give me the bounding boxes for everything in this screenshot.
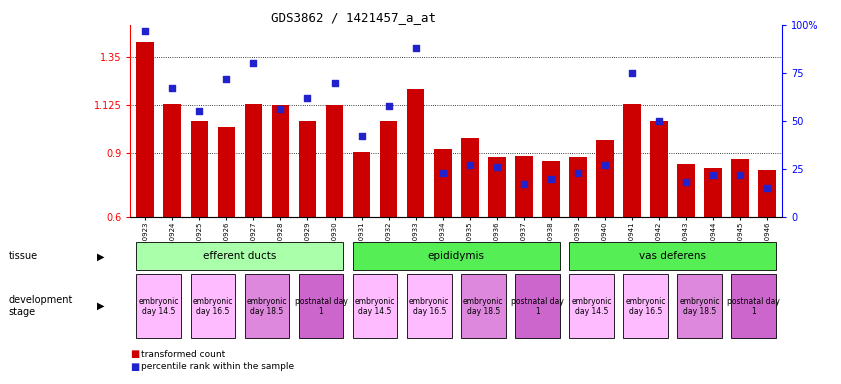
Bar bbox=[218, 127, 235, 217]
Point bbox=[382, 103, 395, 109]
Text: postnatal day
1: postnatal day 1 bbox=[294, 296, 347, 316]
Bar bbox=[461, 274, 505, 339]
Point bbox=[626, 70, 639, 76]
Text: embryonic
day 14.5: embryonic day 14.5 bbox=[355, 296, 395, 316]
Bar bbox=[191, 274, 235, 339]
Bar bbox=[434, 149, 452, 217]
Point bbox=[680, 179, 693, 185]
Point bbox=[193, 108, 206, 114]
Bar bbox=[677, 164, 695, 217]
Point bbox=[409, 45, 422, 51]
Bar bbox=[191, 121, 208, 217]
Point bbox=[706, 172, 720, 178]
Point bbox=[598, 162, 611, 168]
Point bbox=[544, 175, 558, 182]
Text: postnatal day
1: postnatal day 1 bbox=[727, 296, 780, 316]
Text: vas deferens: vas deferens bbox=[639, 251, 706, 262]
Bar bbox=[352, 243, 560, 270]
Point bbox=[355, 133, 368, 139]
Bar bbox=[569, 243, 776, 270]
Text: epididymis: epididymis bbox=[428, 251, 484, 262]
Bar bbox=[759, 170, 776, 217]
Point bbox=[517, 181, 531, 187]
Bar bbox=[163, 104, 181, 217]
Text: transformed count: transformed count bbox=[141, 350, 225, 359]
Bar bbox=[515, 156, 532, 217]
Text: GDS3862 / 1421457_a_at: GDS3862 / 1421457_a_at bbox=[271, 12, 436, 25]
Point bbox=[733, 172, 747, 178]
Text: embryonic
day 16.5: embryonic day 16.5 bbox=[626, 296, 666, 316]
Text: tissue: tissue bbox=[8, 251, 38, 262]
Bar bbox=[705, 168, 722, 217]
Text: embryonic
day 14.5: embryonic day 14.5 bbox=[139, 296, 179, 316]
Point bbox=[301, 95, 315, 101]
Text: embryonic
day 14.5: embryonic day 14.5 bbox=[571, 296, 611, 316]
Bar bbox=[407, 89, 425, 217]
Bar bbox=[515, 274, 560, 339]
Bar bbox=[623, 274, 668, 339]
Bar bbox=[732, 159, 749, 217]
Bar bbox=[650, 121, 668, 217]
Text: embryonic
day 18.5: embryonic day 18.5 bbox=[246, 296, 287, 316]
Bar bbox=[623, 104, 641, 217]
Bar bbox=[461, 138, 479, 217]
Bar bbox=[596, 140, 614, 217]
Text: embryonic
day 16.5: embryonic day 16.5 bbox=[193, 296, 233, 316]
Point bbox=[139, 28, 152, 34]
Point bbox=[571, 170, 584, 176]
Bar bbox=[299, 121, 316, 217]
Bar bbox=[542, 162, 560, 217]
Point bbox=[463, 162, 477, 168]
Point bbox=[273, 106, 287, 113]
Bar bbox=[488, 157, 505, 217]
Bar bbox=[569, 157, 587, 217]
Bar bbox=[352, 152, 370, 217]
Text: embryonic
day 18.5: embryonic day 18.5 bbox=[680, 296, 720, 316]
Bar bbox=[245, 274, 289, 339]
Bar bbox=[732, 274, 776, 339]
Text: embryonic
day 16.5: embryonic day 16.5 bbox=[409, 296, 449, 316]
Point bbox=[246, 60, 260, 66]
Text: percentile rank within the sample: percentile rank within the sample bbox=[141, 362, 294, 371]
Point bbox=[166, 85, 179, 91]
Point bbox=[490, 164, 504, 170]
Bar bbox=[677, 274, 722, 339]
Bar bbox=[136, 274, 181, 339]
Text: development
stage: development stage bbox=[8, 295, 73, 317]
Point bbox=[436, 170, 449, 176]
Bar bbox=[299, 274, 343, 339]
Bar bbox=[325, 105, 343, 217]
Point bbox=[328, 79, 341, 86]
Text: efferent ducts: efferent ducts bbox=[204, 251, 277, 262]
Text: embryonic
day 18.5: embryonic day 18.5 bbox=[463, 296, 504, 316]
Bar bbox=[380, 121, 398, 217]
Text: ■: ■ bbox=[130, 362, 140, 372]
Text: postnatal day
1: postnatal day 1 bbox=[511, 296, 563, 316]
Text: ■: ■ bbox=[130, 349, 140, 359]
Bar bbox=[136, 243, 343, 270]
Bar bbox=[352, 274, 398, 339]
Text: ▶: ▶ bbox=[97, 301, 104, 311]
Bar bbox=[569, 274, 614, 339]
Point bbox=[760, 185, 774, 191]
Point bbox=[220, 76, 233, 82]
Text: ▶: ▶ bbox=[97, 251, 104, 262]
Bar bbox=[245, 104, 262, 217]
Bar bbox=[407, 274, 452, 339]
Bar bbox=[272, 105, 289, 217]
Point bbox=[653, 118, 666, 124]
Bar bbox=[136, 42, 154, 217]
